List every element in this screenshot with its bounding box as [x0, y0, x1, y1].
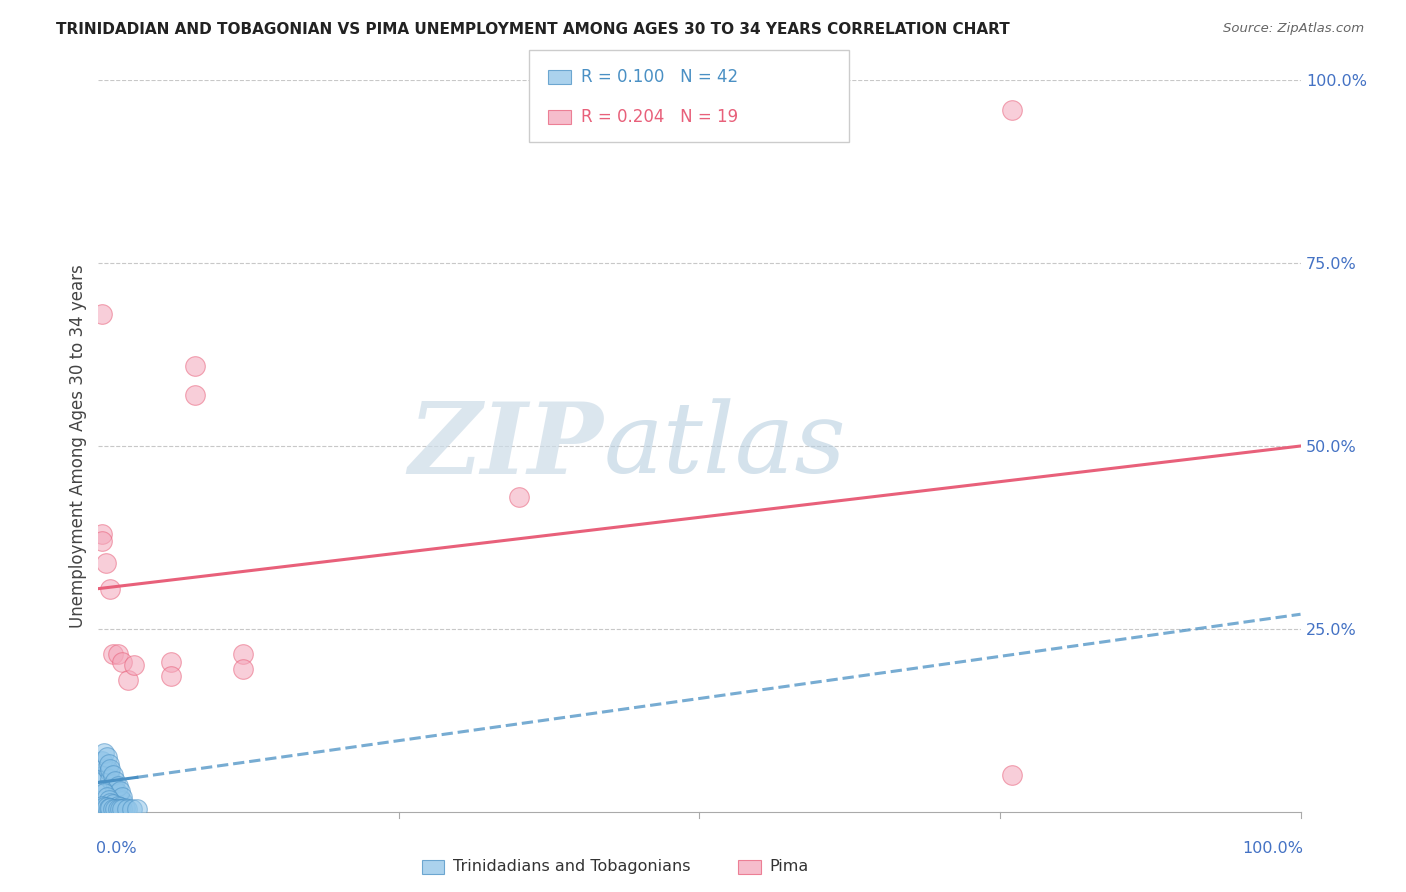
- Point: [183, 388, 205, 402]
- Point: [100, 801, 122, 815]
- Point: [93, 799, 115, 814]
- Point: [108, 791, 131, 805]
- Point: [107, 648, 129, 662]
- Point: [111, 655, 134, 669]
- Point: [91, 526, 114, 541]
- Point: [108, 800, 131, 814]
- Point: [1001, 768, 1024, 782]
- Point: [232, 662, 254, 676]
- Point: [1001, 103, 1024, 117]
- Text: 100.0%: 100.0%: [1241, 841, 1303, 856]
- Point: [111, 795, 134, 809]
- Point: [101, 768, 124, 782]
- Point: [94, 556, 117, 570]
- Text: R = 0.100   N = 42: R = 0.100 N = 42: [581, 69, 738, 87]
- Point: [183, 359, 205, 373]
- Text: R = 0.204   N = 19: R = 0.204 N = 19: [581, 108, 738, 126]
- Y-axis label: Unemployment Among Ages 30 to 34 years: Unemployment Among Ages 30 to 34 years: [69, 264, 87, 628]
- Point: [100, 772, 122, 786]
- Point: [100, 582, 122, 596]
- Point: [91, 782, 114, 797]
- Point: [121, 802, 143, 816]
- Point: [101, 777, 124, 791]
- Point: [107, 802, 129, 816]
- Text: Trinidadians and Tobagonians: Trinidadians and Tobagonians: [453, 859, 690, 873]
- Point: [107, 779, 129, 793]
- Point: [101, 797, 124, 812]
- Point: [111, 790, 134, 805]
- Point: [159, 655, 181, 669]
- Point: [125, 802, 148, 816]
- Point: [104, 774, 127, 789]
- Point: [96, 749, 118, 764]
- Point: [117, 673, 139, 687]
- Point: [101, 648, 124, 662]
- Point: [98, 793, 121, 807]
- Point: [114, 801, 136, 815]
- Point: [111, 802, 134, 816]
- Point: [108, 784, 131, 798]
- Text: TRINIDADIAN AND TOBAGONIAN VS PIMA UNEMPLOYMENT AMONG AGES 30 TO 34 YEARS CORREL: TRINIDADIAN AND TOBAGONIAN VS PIMA UNEMP…: [56, 22, 1010, 37]
- Point: [98, 764, 121, 779]
- Point: [107, 798, 129, 813]
- Point: [101, 802, 124, 816]
- Point: [98, 801, 121, 815]
- Text: ZIP: ZIP: [408, 398, 603, 494]
- Point: [93, 787, 115, 801]
- Point: [91, 798, 114, 813]
- Point: [108, 802, 131, 816]
- Text: 0.0%: 0.0%: [96, 841, 136, 856]
- Point: [96, 761, 118, 775]
- Text: atlas: atlas: [603, 399, 846, 493]
- Point: [117, 802, 139, 816]
- Point: [104, 802, 127, 816]
- Point: [159, 669, 181, 683]
- Point: [93, 746, 115, 760]
- Text: Pima: Pima: [769, 859, 808, 873]
- Point: [508, 490, 530, 504]
- Point: [100, 762, 122, 776]
- Point: [100, 796, 122, 810]
- Point: [104, 782, 127, 797]
- Point: [91, 775, 114, 789]
- Point: [93, 768, 115, 782]
- Point: [124, 658, 146, 673]
- Point: [107, 787, 129, 801]
- Point: [96, 800, 118, 814]
- Point: [96, 790, 118, 805]
- Point: [232, 648, 254, 662]
- Point: [98, 757, 121, 772]
- Text: Source: ZipAtlas.com: Source: ZipAtlas.com: [1223, 22, 1364, 36]
- Point: [91, 754, 114, 768]
- Point: [91, 307, 114, 321]
- Point: [91, 534, 114, 549]
